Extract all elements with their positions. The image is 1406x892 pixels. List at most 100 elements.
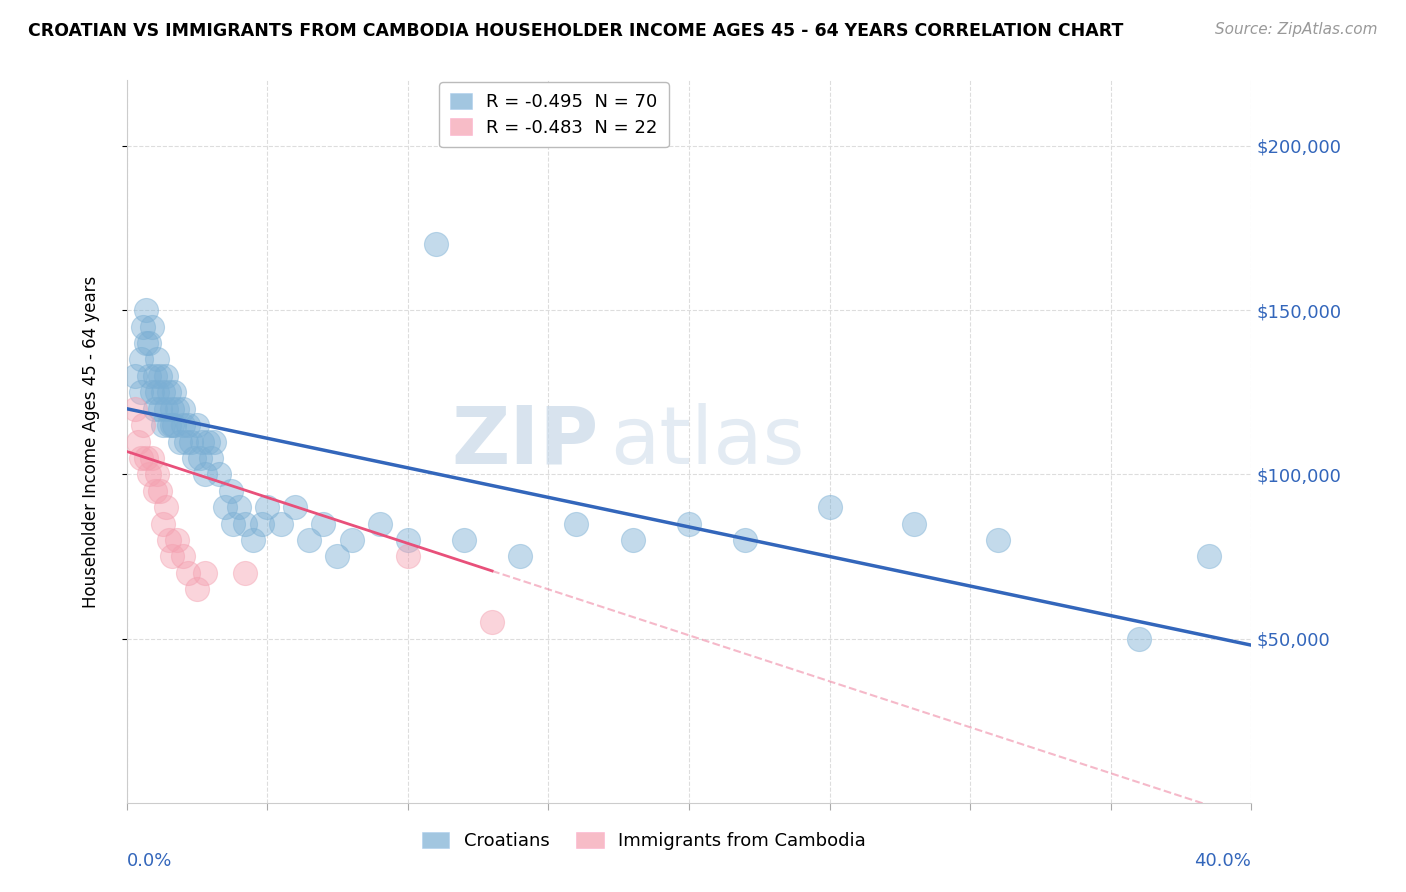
Point bbox=[149, 368, 172, 383]
Point bbox=[157, 418, 180, 433]
Point bbox=[197, 434, 219, 449]
Point bbox=[160, 549, 183, 564]
Point bbox=[172, 549, 194, 564]
Point bbox=[987, 533, 1010, 547]
Point bbox=[157, 533, 180, 547]
Point bbox=[621, 533, 644, 547]
Point bbox=[124, 401, 146, 416]
Point bbox=[368, 516, 391, 531]
Point bbox=[183, 450, 205, 465]
Point bbox=[141, 385, 163, 400]
Point bbox=[141, 319, 163, 334]
Text: CROATIAN VS IMMIGRANTS FROM CAMBODIA HOUSEHOLDER INCOME AGES 45 - 64 YEARS CORRE: CROATIAN VS IMMIGRANTS FROM CAMBODIA HOU… bbox=[28, 22, 1123, 40]
Point bbox=[222, 516, 245, 531]
Point bbox=[152, 418, 174, 433]
Point bbox=[284, 500, 307, 515]
Point bbox=[219, 483, 242, 498]
Point bbox=[129, 450, 152, 465]
Point bbox=[481, 615, 503, 630]
Point bbox=[149, 401, 172, 416]
Point bbox=[214, 500, 236, 515]
Point bbox=[174, 434, 197, 449]
Point bbox=[298, 533, 321, 547]
Point bbox=[734, 533, 756, 547]
Point bbox=[152, 385, 174, 400]
Point bbox=[186, 418, 208, 433]
Point bbox=[1198, 549, 1220, 564]
Point bbox=[509, 549, 531, 564]
Point bbox=[326, 549, 349, 564]
Point bbox=[172, 401, 194, 416]
Point bbox=[177, 418, 200, 433]
Point bbox=[138, 467, 160, 482]
Point bbox=[124, 368, 146, 383]
Point bbox=[678, 516, 700, 531]
Point bbox=[132, 319, 155, 334]
Text: 0.0%: 0.0% bbox=[127, 852, 172, 870]
Point bbox=[141, 450, 163, 465]
Point bbox=[143, 401, 166, 416]
Point bbox=[208, 467, 231, 482]
Point bbox=[396, 533, 419, 547]
Point bbox=[200, 450, 222, 465]
Point bbox=[146, 385, 169, 400]
Point bbox=[129, 385, 152, 400]
Text: ZIP: ZIP bbox=[451, 402, 599, 481]
Point bbox=[132, 418, 155, 433]
Point bbox=[149, 483, 172, 498]
Point bbox=[135, 450, 157, 465]
Point bbox=[194, 566, 217, 580]
Point bbox=[172, 418, 194, 433]
Text: Source: ZipAtlas.com: Source: ZipAtlas.com bbox=[1215, 22, 1378, 37]
Point bbox=[143, 368, 166, 383]
Point bbox=[270, 516, 292, 531]
Point bbox=[233, 516, 256, 531]
Point bbox=[127, 434, 149, 449]
Point bbox=[135, 303, 157, 318]
Point bbox=[135, 336, 157, 351]
Point bbox=[163, 385, 186, 400]
Point bbox=[163, 418, 186, 433]
Point bbox=[903, 516, 925, 531]
Point bbox=[186, 582, 208, 597]
Point bbox=[152, 516, 174, 531]
Point bbox=[256, 500, 278, 515]
Legend: Croatians, Immigrants from Cambodia: Croatians, Immigrants from Cambodia bbox=[413, 822, 875, 859]
Point bbox=[155, 500, 177, 515]
Point bbox=[233, 566, 256, 580]
Point bbox=[157, 385, 180, 400]
Point bbox=[191, 434, 214, 449]
Point bbox=[194, 467, 217, 482]
Point bbox=[250, 516, 273, 531]
Point bbox=[818, 500, 841, 515]
Point bbox=[396, 549, 419, 564]
Point bbox=[340, 533, 363, 547]
Point bbox=[177, 566, 200, 580]
Point bbox=[169, 434, 191, 449]
Point bbox=[565, 516, 588, 531]
Point bbox=[138, 368, 160, 383]
Text: atlas: atlas bbox=[610, 402, 804, 481]
Point bbox=[242, 533, 264, 547]
Point bbox=[228, 500, 250, 515]
Point bbox=[160, 418, 183, 433]
Point bbox=[166, 533, 188, 547]
Point bbox=[155, 401, 177, 416]
Point bbox=[143, 483, 166, 498]
Point bbox=[146, 352, 169, 367]
Point bbox=[138, 336, 160, 351]
Point bbox=[188, 450, 211, 465]
Point bbox=[129, 352, 152, 367]
Point bbox=[166, 401, 188, 416]
Point bbox=[146, 467, 169, 482]
Point bbox=[202, 434, 225, 449]
Text: 40.0%: 40.0% bbox=[1195, 852, 1251, 870]
Point bbox=[425, 237, 447, 252]
Point bbox=[180, 434, 202, 449]
Point bbox=[312, 516, 335, 531]
Point bbox=[160, 401, 183, 416]
Point bbox=[155, 368, 177, 383]
Point bbox=[1128, 632, 1150, 646]
Point bbox=[453, 533, 475, 547]
Y-axis label: Householder Income Ages 45 - 64 years: Householder Income Ages 45 - 64 years bbox=[82, 276, 100, 607]
